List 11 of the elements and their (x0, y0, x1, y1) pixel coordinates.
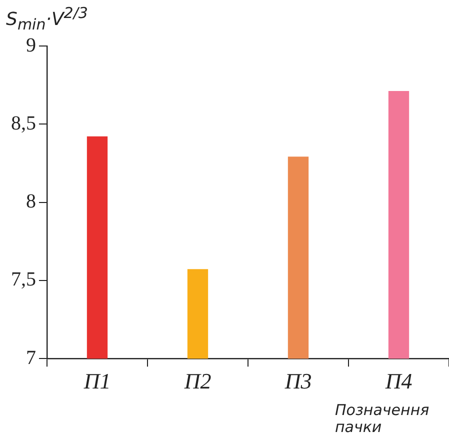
y-tick-label: 9 (26, 34, 36, 56)
y-tick-label: 8 (26, 190, 36, 213)
x-tick-label: П4 (384, 368, 412, 394)
y-axis-title: S$_{min}$·V$^{2/3}$ (6, 4, 88, 34)
x-tick-label: П2 (183, 368, 212, 394)
y-tick-label: 8,5 (11, 112, 36, 134)
y-tick-label: 7,5 (11, 268, 36, 291)
x-axis-title: Позначення пачки (335, 401, 430, 436)
x-tick-label: П3 (284, 368, 312, 394)
x-tick-label: П1 (82, 368, 111, 394)
y-tick-label: 7 (26, 346, 36, 369)
